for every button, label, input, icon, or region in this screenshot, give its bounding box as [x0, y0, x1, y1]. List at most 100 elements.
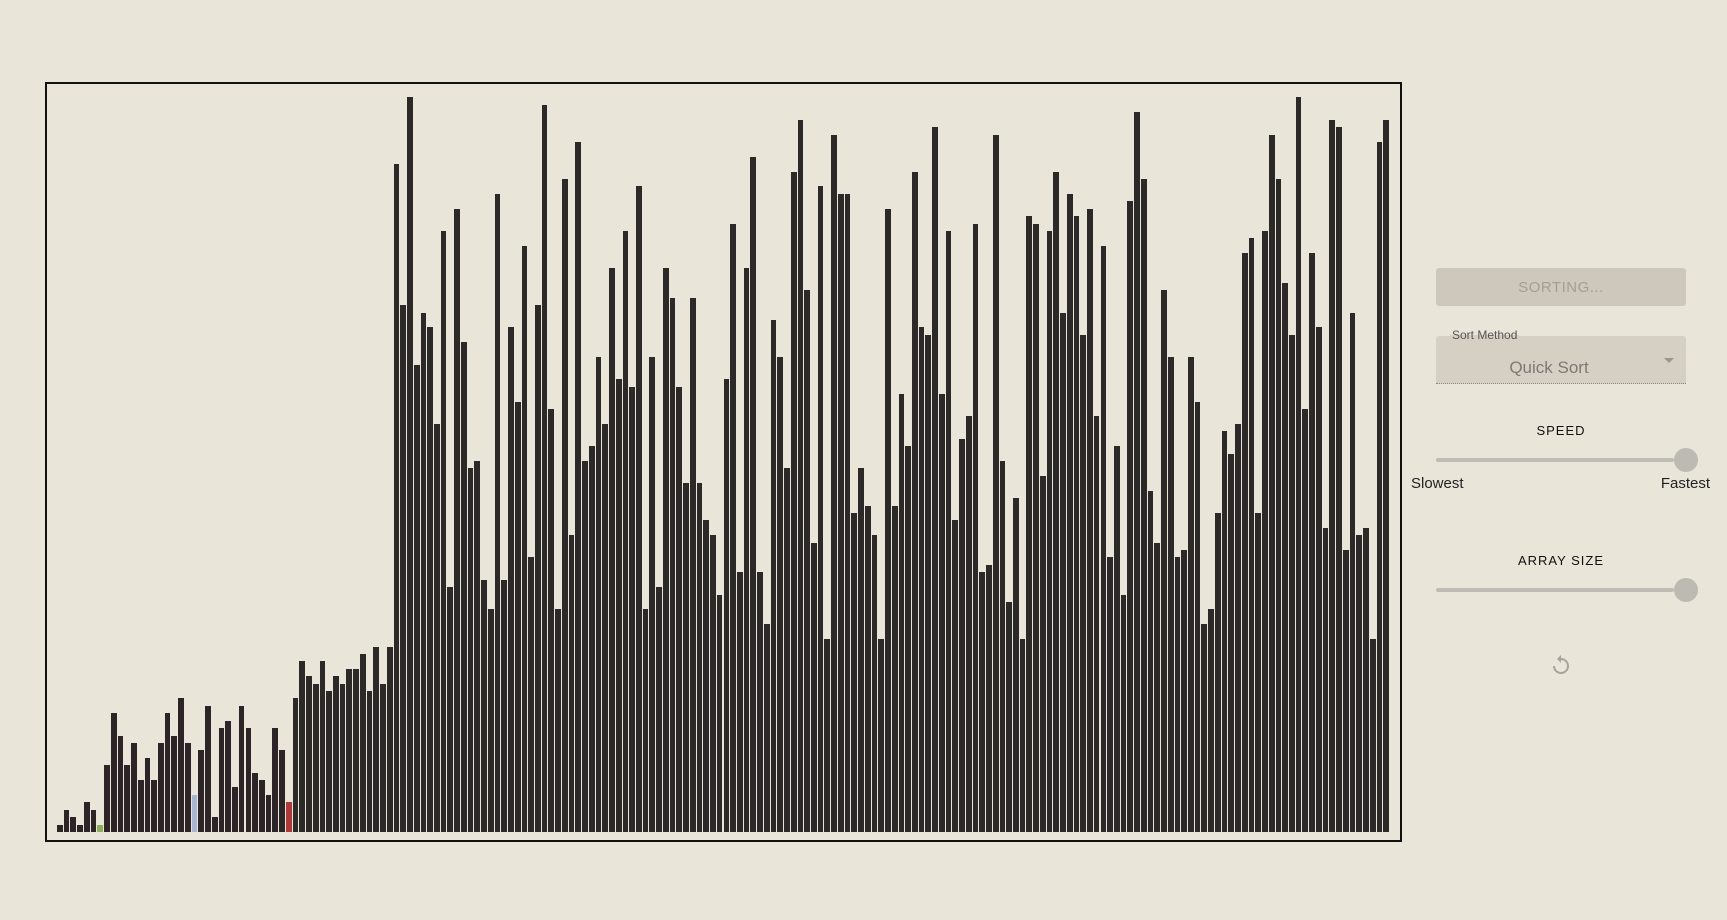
array-bar [131, 742, 137, 832]
array-bar [1161, 290, 1167, 832]
array-bar [1282, 282, 1288, 832]
array-bar [561, 179, 568, 832]
array-bar [1147, 490, 1154, 832]
array-size-slider-thumb[interactable] [1674, 578, 1698, 602]
sort-method-label: Sort Method [1450, 328, 1520, 342]
array-bar [945, 230, 952, 832]
array-bar [662, 268, 669, 832]
array-bar [144, 757, 151, 832]
array-bar [588, 446, 595, 832]
array-bar [965, 416, 972, 832]
array-bar [1012, 498, 1019, 832]
array-bar [1140, 179, 1147, 832]
array-bar [1369, 639, 1376, 832]
array-bar [817, 186, 824, 832]
array-bar [380, 683, 386, 832]
speed-slider-track[interactable] [1436, 458, 1674, 462]
array-bar [1295, 97, 1302, 832]
array-bar [649, 357, 656, 832]
array-bar [837, 193, 844, 832]
array-bar [447, 587, 454, 832]
array-bar [710, 535, 716, 832]
controls-panel: SORTING... Sort Method Quick Sort SPEED … [1411, 268, 1710, 677]
refresh-icon[interactable] [1549, 653, 1573, 677]
array-bar [784, 468, 790, 832]
array-bar [326, 691, 332, 832]
array-bar [70, 817, 77, 832]
speed-slider[interactable] [1436, 447, 1698, 473]
array-bar [979, 572, 986, 832]
array-bar [959, 438, 965, 832]
array-bar [1188, 357, 1194, 832]
array-bar [1268, 134, 1275, 832]
array-bar [871, 535, 878, 832]
array-bar [575, 141, 582, 832]
array-bar [582, 461, 588, 832]
array-bar [676, 386, 683, 832]
array-bar [373, 646, 380, 832]
array-bar [669, 297, 676, 832]
speed-min-label: Slowest [1411, 475, 1464, 492]
array-bar [972, 223, 979, 832]
array-bar [1127, 201, 1134, 832]
array-bar [211, 817, 218, 832]
array-bar [1329, 119, 1336, 832]
array-bar [1241, 253, 1248, 832]
array-bar [925, 334, 932, 832]
array-bar [1214, 512, 1221, 832]
array-bar [609, 268, 615, 832]
array-bar [885, 208, 891, 832]
array-bar [858, 468, 864, 832]
array-bar [252, 772, 258, 832]
array-bar [427, 327, 433, 832]
array-bar [124, 765, 131, 832]
array-bar [568, 535, 575, 832]
array-bar [1093, 416, 1100, 832]
array-bar [57, 824, 63, 832]
array-bar [1221, 431, 1228, 832]
array-bar [1315, 327, 1322, 832]
array-bar [198, 750, 205, 832]
array-visualizer-panel [45, 82, 1402, 842]
array-bar [898, 394, 905, 832]
array-bar [400, 305, 407, 832]
array-bar [1289, 334, 1295, 832]
array-bar [407, 97, 413, 832]
speed-slider-thumb[interactable] [1674, 448, 1698, 472]
array-size-slider-track[interactable] [1436, 588, 1674, 592]
array-bar [232, 787, 238, 832]
chevron-down-icon[interactable] [1664, 358, 1674, 363]
array-bar [359, 653, 366, 832]
array-bar [63, 809, 70, 832]
array-bar [225, 720, 232, 832]
array-bar [986, 564, 992, 832]
array-bar [272, 728, 279, 832]
array-bar [824, 639, 831, 832]
array-bar [1181, 550, 1188, 832]
array-bar [1154, 542, 1161, 832]
sort-button[interactable]: SORTING... [1436, 268, 1686, 306]
array-bar [992, 134, 999, 832]
array-bar [757, 572, 763, 832]
array-bar [184, 742, 191, 832]
array-bar [656, 587, 662, 832]
array-bar [811, 542, 817, 832]
array-bar [339, 683, 346, 832]
array-bar [730, 223, 736, 832]
array-bar [1356, 535, 1363, 832]
array-bar [1349, 312, 1356, 832]
array-bar [238, 705, 245, 832]
array-size-title: ARRAY SIZE [1517, 553, 1605, 568]
array-bar [171, 735, 178, 832]
array-bar [137, 780, 144, 832]
array-bar [696, 483, 703, 832]
array-bar [1235, 423, 1241, 832]
array-bar [912, 171, 918, 832]
array-bar [1087, 208, 1093, 832]
sort-method-select[interactable]: Sort Method Quick Sort [1436, 328, 1686, 384]
array-bar [1201, 624, 1208, 832]
array-bar [918, 327, 925, 832]
array-bar [299, 661, 306, 832]
array-size-slider[interactable] [1436, 577, 1698, 603]
array-bar [467, 468, 474, 832]
